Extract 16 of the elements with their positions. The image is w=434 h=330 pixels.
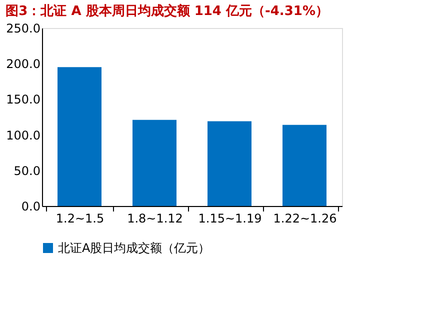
y-tick-label: 50.0 [14, 164, 40, 178]
y-tick-label: 0.0 [21, 200, 40, 214]
bar [208, 121, 252, 206]
chart-title: 图3：北证 A 股本周日均成交额 114 亿元（-4.31%） [6, 3, 328, 19]
y-tick-label: 200.0 [6, 57, 40, 72]
y-tick-label: 150.0 [6, 92, 40, 107]
bar [282, 124, 326, 206]
y-tick-label: 100.0 [6, 128, 40, 142]
x-tick-label: 1.15~1.19 [198, 212, 262, 226]
legend-label: 北证A股日均成交额（亿元） [58, 241, 210, 255]
x-tick-label: 1.8~1.12 [127, 212, 183, 226]
x-tick-label: 1.2~1.5 [56, 212, 104, 226]
bar [58, 67, 102, 206]
x-tick-label: 1.22~1.26 [273, 212, 337, 226]
y-tick-label: 250.0 [6, 22, 40, 36]
bar [132, 120, 176, 206]
